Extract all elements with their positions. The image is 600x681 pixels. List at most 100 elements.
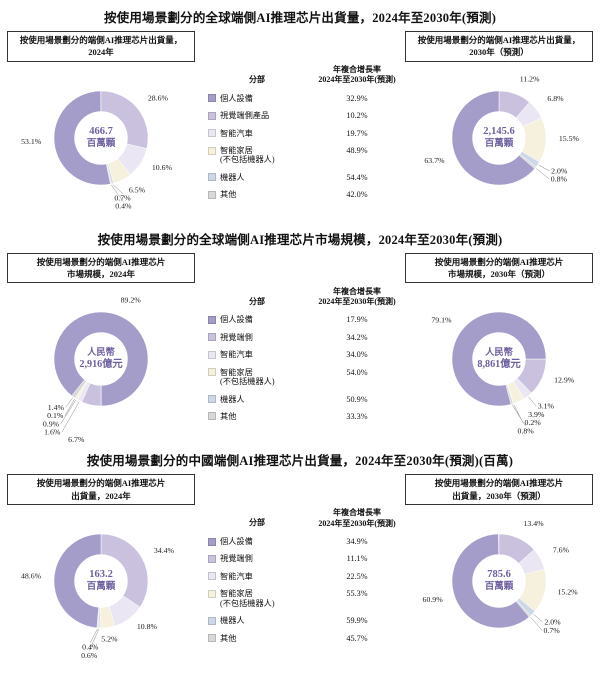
legend-item-personal: 個人設備 xyxy=(198,537,316,546)
legend-item-home: 智能家居 (不包括機器人) xyxy=(198,368,316,387)
donut-center-value-line2: 百萬顆 xyxy=(485,137,514,149)
legend-item-label-line2: (不包括機器人) xyxy=(220,155,275,165)
slice-percent-label: 28.6% xyxy=(148,93,169,102)
chart-box-title-line: 按使用場景劃分的端側AI推理芯片 xyxy=(36,478,166,489)
legend-item-label-line1: 智能汽車 xyxy=(220,350,253,360)
legend-item-label-line1: 其他 xyxy=(220,190,237,200)
donut-center-value-line2: 百萬顆 xyxy=(87,580,116,592)
slice-percent-label: 0.6% xyxy=(81,651,98,660)
slice-percent-label: 6.8% xyxy=(547,94,564,103)
legend-cagr-value: 42.0% xyxy=(346,190,368,200)
legend-swatch-other xyxy=(208,412,216,421)
legend-header-cagr-line2: 2024年至2030年(預測) xyxy=(318,297,396,307)
legend-item-label: 其他 xyxy=(220,412,236,421)
slice-percent-label: 79.1% xyxy=(431,316,452,325)
slice-percent-label: 3.9% xyxy=(528,410,545,419)
slice-percent-label: 34.4% xyxy=(154,546,175,555)
chart-section-china-shipments: 按使用場景劃分的中國端側AI推理芯片出貨量，2024年至2030年(預測)(百萬… xyxy=(4,450,596,669)
chart-box-title-line: 出貨量，2024年 xyxy=(71,490,131,501)
slice-percent-label: 1.6% xyxy=(44,428,61,437)
legend: 分部 年複合增長率 2024年至2030年(預測) 個人設備 17.9% 視覺端側 34.2… xyxy=(198,253,402,422)
slice-percent-label: 10.8% xyxy=(137,622,158,631)
legend-item-label: 智能家居 (不包括機器人) xyxy=(220,146,275,165)
legend-swatch-personal xyxy=(208,94,216,103)
slice-percent-label: 6.5% xyxy=(129,185,146,194)
slice-percent-label: 2.0% xyxy=(544,618,561,627)
donut-slice-personal xyxy=(53,533,102,628)
legend-item-label: 智能汽車 xyxy=(220,129,253,138)
chart-box-title-line: 按使用場景劃分的端側AI推理芯片出貨量， xyxy=(19,35,183,45)
donut-center-value-line1: 2,145.6 xyxy=(483,126,515,137)
donut-slice-personal xyxy=(53,90,111,185)
donut-center-value-line1: 466.7 xyxy=(89,126,113,137)
label-leader-line xyxy=(112,183,123,194)
legend-header-segment: 分部 xyxy=(249,296,265,306)
slice-percent-label: 2.0% xyxy=(551,166,568,175)
section-title: 按使用場景劃分的全球端側AI推理芯片市場規模，2024年至2030年(預測) xyxy=(97,232,503,247)
slice-percent-label: 0.4% xyxy=(82,642,99,651)
legend-cagr-value: 32.9% xyxy=(346,93,368,103)
chart-box-title: 按使用場景劃分的端側AI推理芯片出貨量，2030年（預測） xyxy=(404,474,594,505)
slice-percent-label: 0.8% xyxy=(517,427,534,436)
legend-item-label-line1: 視覺端側 xyxy=(220,332,253,342)
label-leader-line xyxy=(538,164,550,171)
chart-box-title-line: 按使用場景劃分的端側AI推理芯片 xyxy=(434,256,564,267)
label-leader-line xyxy=(90,628,98,643)
legend-swatch-auto xyxy=(208,129,216,138)
legend-header-cagr-line1: 年複合增長率 xyxy=(333,286,381,296)
chart-panel-right: 按使用場景劃分的端側AI推理芯片 市場規模，2030年（預測） 79.1% 12.9%… xyxy=(402,252,596,448)
legend-item-label-line1: 個人設備 xyxy=(220,315,253,325)
legend-item-robot: 機器人 xyxy=(198,616,316,625)
slice-percent-label: 48.6% xyxy=(21,571,42,580)
legend-cagr-value: 10.2% xyxy=(346,111,368,121)
legend-header-cagr-line1: 年複合增長率 xyxy=(333,508,381,518)
chart-row: 按使用場景劃分的端側AI推理芯片 市場規模，2024年 89.2% 1.4% 0.1% 0… xyxy=(4,252,596,448)
chart-panel-right: 按使用場景劃分的端側AI推理芯片 出貨量，2030年（預測） 13.4% 7.6% 15… xyxy=(402,474,596,669)
slice-percent-label: 3.1% xyxy=(538,402,555,411)
legend-header-segment: 分部 xyxy=(249,75,265,84)
legend-item-personal: 個人設備 xyxy=(198,315,316,324)
legend-header-cagr: 年複合增長率 2024年至2030年(預測) xyxy=(316,65,398,86)
chart-panel-left: 按使用場景劃分的端側AI推理芯片 市場規模，2024年 89.2% 1.4% 0.1% 0… xyxy=(4,252,198,448)
legend-item-visual: 視覺端側 xyxy=(198,554,316,563)
legend-swatch-robot xyxy=(208,173,216,182)
legend-swatch-robot xyxy=(208,616,216,625)
chart-panel-left: 按使用場景劃分的端側AI推理芯片出貨量， 2024年 28.6% 53.1% 10.6%… xyxy=(4,31,198,226)
legend-item-visual: 視覺端側產品 xyxy=(198,111,316,120)
legend-cagr-value: 22.5% xyxy=(346,571,368,581)
legend-item-visual: 視覺端側 xyxy=(198,333,316,342)
label-leader-line xyxy=(533,613,544,623)
slice-percent-label: 12.9% xyxy=(554,376,575,385)
legend-swatch-visual xyxy=(208,554,216,563)
legend-item-personal: 個人設備 xyxy=(198,94,316,103)
slice-percent-label: 53.1% xyxy=(21,137,42,146)
legend-header-cagr-line1: 年複合增長率 xyxy=(333,65,381,74)
legend-cagr-value: 54.0% xyxy=(346,367,368,377)
legend-item-label-line1: 機器人 xyxy=(220,616,245,626)
legend-item-label: 智能汽車 xyxy=(220,572,253,581)
label-leader-line xyxy=(61,401,80,433)
legend-swatch-auto xyxy=(208,350,216,359)
chart-box-title-line: 2030年（預測） xyxy=(469,47,529,58)
chart-box-title-line: 市場規模，2030年（預測） xyxy=(447,268,550,279)
section-title: 按使用場景劃分的中國端側AI推理芯片出貨量，2024年至2030年(預測)(百萬… xyxy=(86,454,514,469)
legend: 分部 年複合增長率 2024年至2030年(預測) 個人設備 34.9% 視覺端側 11.1… xyxy=(198,474,402,643)
slice-percent-label: 7.6% xyxy=(553,545,570,554)
legend-cagr-value: 33.3% xyxy=(346,411,368,421)
legend-swatch-other xyxy=(208,190,216,199)
chart-section-global-market-size: 按使用場景劃分的全球端側AI推理芯片市場規模，2024年至2030年(預測) 按… xyxy=(4,229,596,448)
legend-cagr-value: 34.0% xyxy=(346,350,368,360)
chart-box-title: 按使用場景劃分的端側AI推理芯片 市場規模，2024年 xyxy=(6,252,196,284)
label-leader-line xyxy=(536,167,550,179)
chart-box-title-line: 出貨量，2030年（預測） xyxy=(452,490,546,501)
legend-item-auto: 智能汽車 xyxy=(198,129,316,138)
slice-percent-label: 15.2% xyxy=(558,587,579,596)
label-leader-line xyxy=(65,397,73,408)
legend-item-other: 其他 xyxy=(198,634,316,643)
slice-percent-label: 10.6% xyxy=(152,162,173,171)
legend-table: 分部 年複合增長率 2024年至2030年(預測) 個人設備 34.9% 視覺端側 11.1… xyxy=(198,508,402,643)
chart-box-title-line: 按使用場景劃分的端側AI推理芯片 xyxy=(434,478,564,489)
label-leader-line xyxy=(512,405,526,427)
